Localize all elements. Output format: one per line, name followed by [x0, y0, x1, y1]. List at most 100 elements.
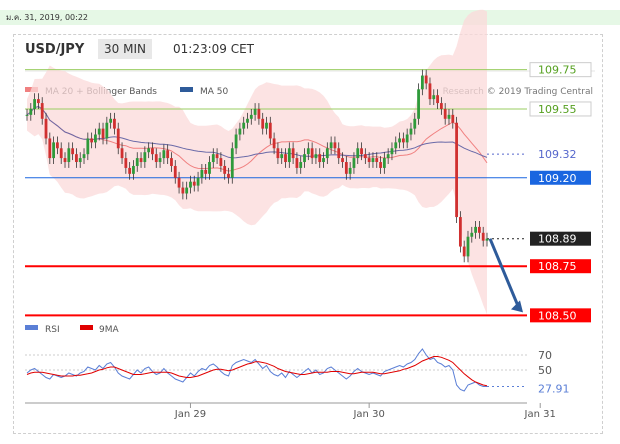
candle: [348, 162, 352, 180]
candle-body: [356, 148, 360, 159]
candle: [306, 142, 310, 161]
candle-body: [128, 167, 132, 174]
candle-body: [75, 154, 78, 163]
candle-body: [363, 154, 367, 159]
level-label: 109.20: [538, 172, 577, 185]
candle-body: [109, 118, 113, 123]
candle: [253, 103, 257, 121]
candle-body: [348, 167, 352, 174]
candle-body: [59, 148, 63, 159]
candle: [439, 97, 443, 115]
candle-body: [344, 162, 348, 174]
rsi-last-label: 27.91: [538, 383, 570, 396]
candle-body: [398, 138, 401, 143]
candle-body: [78, 158, 82, 163]
candle-body: [90, 138, 94, 143]
candle-body: [306, 148, 310, 155]
candle-body: [394, 142, 398, 149]
candle: [227, 167, 230, 184]
timeframe-button[interactable]: 30 MIN: [98, 39, 152, 59]
legend-9ma: 9MA: [99, 325, 119, 335]
candle-body: [413, 118, 417, 129]
candle: [424, 69, 428, 90]
candle: [230, 142, 234, 184]
candle: [40, 97, 44, 125]
candle: [116, 122, 120, 155]
candle-body: [242, 122, 246, 129]
candle-body: [208, 162, 211, 174]
candle: [113, 112, 116, 135]
candle-body: [33, 99, 37, 109]
candle: [405, 128, 409, 149]
candle-body: [424, 75, 428, 84]
candle-body: [211, 154, 215, 163]
candle: [379, 156, 382, 174]
candle-body: [82, 154, 86, 159]
level-box-108.50: [530, 308, 591, 323]
candle-body: [439, 103, 443, 109]
candle: [458, 211, 462, 253]
candle: [443, 103, 447, 125]
candle: [367, 152, 371, 168]
candle-body: [249, 114, 253, 119]
legend-swatch-9ma: [80, 325, 93, 330]
candle: [139, 152, 143, 168]
candle-body: [196, 177, 200, 186]
candle: [94, 128, 97, 149]
currency-pair: USD/JPY: [25, 42, 85, 57]
candle: [135, 152, 139, 172]
candle: [143, 146, 147, 168]
candle: [341, 152, 344, 168]
candle-body: [116, 128, 120, 149]
candle-body: [386, 154, 390, 159]
candle: [360, 142, 363, 161]
candle: [97, 122, 101, 141]
candle: [436, 89, 439, 109]
candle: [44, 112, 48, 145]
candle: [382, 152, 386, 174]
level-box-109.20: [530, 170, 591, 185]
candle: [75, 148, 78, 168]
candle: [413, 112, 417, 135]
candle-body: [341, 158, 344, 163]
legend-swatch-ma50: [180, 87, 193, 92]
candle: [268, 116, 272, 145]
level-box-109.75: [529, 62, 592, 78]
candle-body: [291, 148, 295, 159]
candle-body: [177, 177, 181, 188]
candle-body: [132, 165, 135, 174]
x-tick-label: Jan 29: [174, 409, 206, 420]
candle-body: [371, 158, 375, 163]
candle-body: [200, 169, 204, 178]
candle-body: [246, 118, 249, 123]
candle: [386, 148, 390, 164]
x-tick-label: Jan 31: [524, 409, 556, 420]
candle: [173, 160, 177, 184]
candle-body: [227, 173, 230, 178]
rsi-tick-label: 70: [538, 349, 552, 362]
candle-body: [352, 158, 356, 168]
candle-body: [238, 128, 242, 135]
candle-body: [405, 134, 409, 143]
candle-body: [318, 154, 322, 163]
candle-body: [204, 169, 208, 174]
candle-body: [322, 158, 325, 163]
candle: [455, 116, 458, 223]
candle-body: [466, 236, 470, 257]
candle: [185, 181, 189, 200]
candle-body: [173, 165, 177, 178]
candle-body: [154, 154, 158, 163]
chart-time: 01:23:09 CET: [173, 42, 254, 56]
candle: [78, 152, 82, 168]
candle: [25, 108, 29, 121]
candle: [177, 171, 181, 194]
candle: [196, 171, 200, 192]
chart-header: USD/JPY 30 MIN 01:23:09 CET: [13, 34, 603, 66]
candle-body: [113, 118, 116, 129]
candle: [398, 132, 401, 149]
candle: [265, 116, 268, 135]
candle: [128, 162, 132, 180]
rsi-series-9MA: [26, 356, 488, 387]
candle-body: [451, 114, 455, 123]
candle: [208, 156, 211, 180]
